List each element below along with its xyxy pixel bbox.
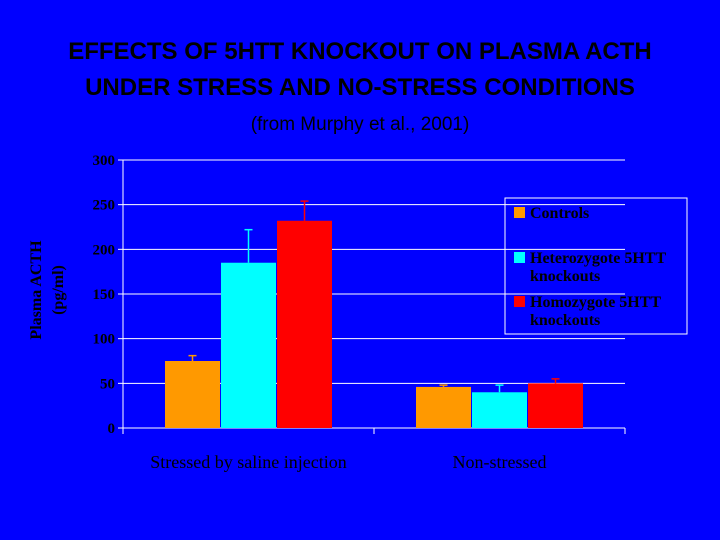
slide-subtitle: (from Murphy et al., 2001) — [250, 114, 470, 135]
legend-swatch — [514, 252, 525, 263]
x-category-label: Stressed by saline injection — [150, 452, 346, 472]
legend-label: Homozygote 5HTT — [530, 294, 661, 311]
y-tick-label: 200 — [93, 242, 116, 258]
legend-label: Controls — [530, 205, 589, 222]
y-axis-label: Plasma ACTH (pg/ml) — [28, 240, 67, 340]
slide-title: EFFECTS OF 5HTT KNOCKOUT ON PLASMA ACTH … — [0, 34, 720, 106]
y-tick-label: 100 — [93, 332, 116, 348]
bar-3-1 — [277, 220, 332, 428]
legend-swatch — [514, 296, 525, 307]
y-tick-label: 50 — [100, 376, 115, 392]
bar-3-2 — [528, 383, 583, 428]
y-axis-label-line-1: Plasma ACTH — [28, 240, 45, 340]
legend-frame — [504, 197, 688, 335]
title-line-1: EFFECTS OF 5HTT KNOCKOUT ON PLASMA ACTH — [68, 38, 652, 65]
legend-label: knockouts — [530, 268, 600, 285]
legend-label: Heterozygote 5HTT — [530, 250, 666, 267]
y-tick-label: 0 — [108, 421, 116, 437]
legend-label: knockouts — [530, 312, 600, 329]
title-line-2: UNDER STRESS AND NO-STRESS CONDITIONS — [85, 74, 635, 101]
y-tick-label: 250 — [93, 198, 116, 214]
y-tick-label: 150 — [93, 287, 116, 303]
legend-swatch — [514, 207, 525, 218]
bar-1-2 — [416, 386, 471, 428]
x-category-label: Non-stressed — [453, 452, 547, 472]
y-axis-label-line-2: (pg/ml) — [50, 265, 67, 315]
y-tick-label: 300 — [93, 153, 116, 169]
bar-2-1 — [221, 262, 276, 428]
bar-2-2 — [472, 392, 527, 428]
bar-1-1 — [165, 361, 220, 428]
